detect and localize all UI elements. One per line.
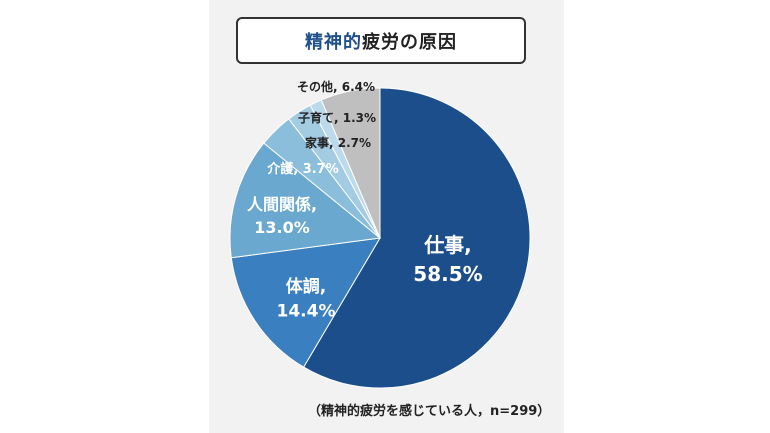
slice-label-5: 家事, 2.7% [305,135,371,150]
title-accent: 精神的 [305,31,362,53]
pie-slice-2 [230,237,381,368]
footnote: （精神的疲労を感じている人，n=299） [308,404,551,419]
slice-label-2: 体調, 14.4% [277,276,336,322]
pie-slice-3 [229,142,382,259]
pie-slice-1 [302,87,531,389]
slice-label-3: 人間関係, 13.0% [247,195,317,237]
slice-label-6: 子育て, 1.3% [298,110,376,125]
slice-label-7: その他, 6.4% [297,79,375,94]
title-rest: 疲労の原因 [362,31,457,53]
slice-label-4: 介護, 3.7% [266,161,339,177]
chart-title: 精神的 疲労の原因 [236,17,526,64]
pie-labels: 仕事, 58.5% 体調, 14.4% 人間関係, 13.0% 介護, 3.7% 家事, 2.… [247,79,483,322]
pie-slice-7 [320,87,381,239]
pie-slices [229,87,531,389]
slice-label-1: 仕事, 58.5% [413,233,482,286]
